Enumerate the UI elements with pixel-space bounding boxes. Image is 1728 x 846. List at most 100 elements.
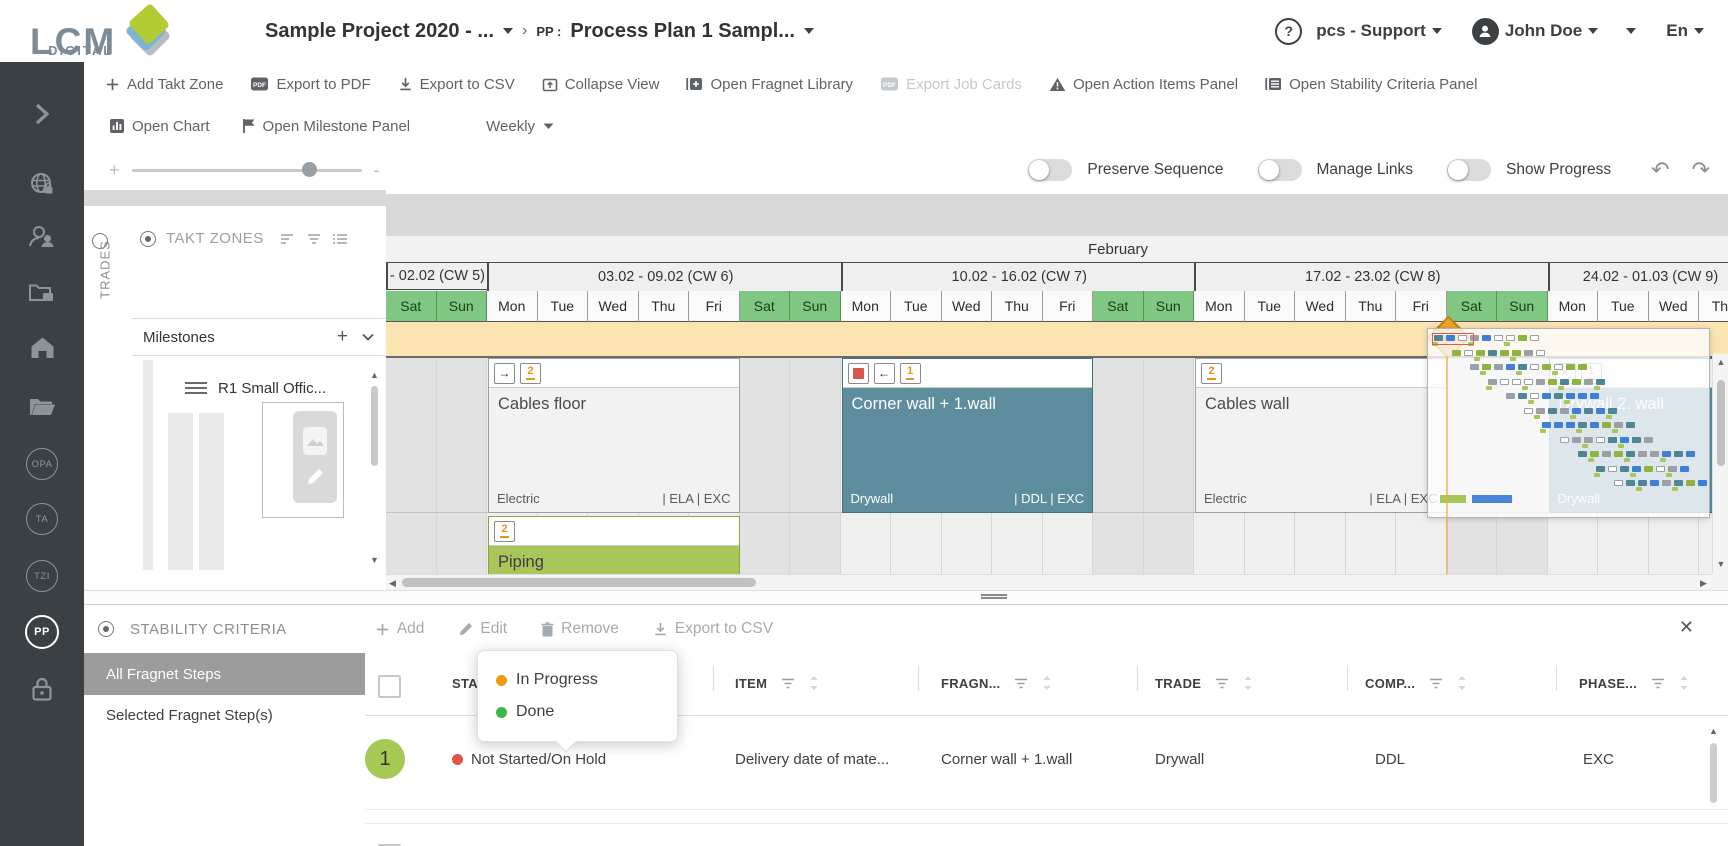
scroll-down-icon[interactable]: ▼ xyxy=(1716,559,1726,569)
sidebar-item-lock[interactable] xyxy=(0,676,84,702)
image-icon[interactable] xyxy=(302,426,328,456)
sidebar-item-global[interactable] xyxy=(0,170,84,198)
toolbar-button-open-milestone-panel[interactable]: Open Milestone Panel xyxy=(242,118,410,135)
scroll-right-icon[interactable]: ▶ xyxy=(1700,578,1707,588)
sort-icon[interactable] xyxy=(1243,675,1253,691)
zoom-out-button[interactable]: - xyxy=(373,159,380,180)
list-icon[interactable] xyxy=(332,233,348,245)
sidebar-item-projects[interactable] xyxy=(0,280,84,304)
sort-icon[interactable] xyxy=(1042,675,1052,691)
filter-icon[interactable] xyxy=(781,678,795,689)
select-all-checkbox[interactable] xyxy=(378,675,401,698)
toggle-preserve-sequence[interactable] xyxy=(1028,159,1073,181)
table-scroll-up-icon[interactable]: ▲ xyxy=(1709,726,1718,736)
toolbar-button-export-to-csv[interactable]: Export to CSV xyxy=(398,76,515,93)
takt-zones-radio[interactable] xyxy=(140,230,156,247)
column-header-item[interactable]: ITEM xyxy=(735,675,819,691)
table-row[interactable]: 1 Not Started/On Hold Delivery date of mat… xyxy=(365,715,1728,810)
sidebar-item-ta[interactable]: TA xyxy=(0,503,84,535)
takt-card-cables-wall[interactable]: 2 Cables wall Electric | ELA | EXC xyxy=(1195,358,1447,513)
account-caret-icon[interactable] xyxy=(1626,28,1637,34)
takt-card-cables-floor[interactable]: → 2 Cables floor Electric | ELA | EXC xyxy=(488,358,740,513)
toolbar-button-open-fragnet-library[interactable]: Open Fragnet Library xyxy=(686,76,853,93)
zoom-in-button[interactable]: + xyxy=(109,159,120,180)
panel-scroll-down-icon[interactable]: ▼ xyxy=(370,555,379,565)
toolbar-button-open-action-items-panel[interactable]: Open Action Items Panel xyxy=(1049,76,1238,93)
horizontal-scrollbar[interactable]: ◀ ▶ xyxy=(386,574,1728,590)
column-header-trade[interactable]: TRADE xyxy=(1155,675,1253,691)
stability-radio[interactable] xyxy=(98,621,114,637)
plan-caret-icon[interactable] xyxy=(803,28,814,34)
dropdown-item-done[interactable]: Done xyxy=(496,696,677,728)
close-panel-button[interactable]: ✕ xyxy=(1678,617,1694,637)
filter-icon[interactable] xyxy=(1429,678,1443,689)
count-badge[interactable]: 2 xyxy=(1201,362,1222,384)
zone-drag-handle[interactable] xyxy=(184,381,208,395)
stability-action-edit[interactable]: Edit xyxy=(458,620,507,638)
toggle-manage-links[interactable] xyxy=(1257,159,1302,181)
sort-icon[interactable] xyxy=(809,675,819,691)
filter-icon[interactable] xyxy=(1014,678,1028,689)
brand-logo[interactable]: LCM DIGITAL xyxy=(30,2,173,60)
row-checkbox[interactable] xyxy=(378,844,401,846)
zone-image-card[interactable] xyxy=(262,402,344,518)
sidebar-item-tzi[interactable]: TZI xyxy=(0,560,84,592)
sort-lines-icon[interactable] xyxy=(280,233,296,245)
count-badge[interactable]: 2 xyxy=(494,520,515,542)
table-scrollbar-thumb[interactable] xyxy=(1710,743,1717,803)
count-badge[interactable]: 2 xyxy=(520,362,541,384)
add-milestone-button[interactable]: + xyxy=(336,326,348,347)
toolbar-button-export-to-pdf[interactable]: PDF Export to PDF xyxy=(250,76,371,93)
stability-action-remove[interactable]: Remove xyxy=(541,620,619,638)
fragnet-list-item-selected-fragnet-step-s-[interactable]: Selected Fragnet Step(s) xyxy=(84,695,365,735)
stability-action-add[interactable]: Add xyxy=(375,620,424,638)
edit-pencil-icon[interactable] xyxy=(304,466,326,488)
arrow-left-badge[interactable]: ← xyxy=(873,362,895,384)
arrow-right-badge[interactable]: → xyxy=(494,362,515,384)
sort-icon[interactable] xyxy=(1457,675,1467,691)
filter-icon[interactable] xyxy=(1651,678,1665,689)
vertical-scrollbar[interactable]: ▲ ▼ xyxy=(1712,354,1728,574)
undo-button[interactable]: ↶ xyxy=(1651,157,1670,182)
plan-title[interactable]: Process Plan 1 Sampl... xyxy=(570,19,795,42)
toggle-show-progress[interactable] xyxy=(1447,159,1492,181)
sidebar-item-files[interactable] xyxy=(0,395,84,418)
language-menu[interactable]: En xyxy=(1666,21,1704,41)
project-caret-icon[interactable] xyxy=(503,28,513,34)
toolbar-button-open-chart[interactable]: Open Chart xyxy=(109,118,210,135)
scroll-left-icon[interactable]: ◀ xyxy=(389,578,396,588)
sidebar-item-pp[interactable]: PP xyxy=(0,615,84,649)
toolbar-button-collapse-view[interactable]: Collapse View xyxy=(542,76,659,93)
red-badge[interactable] xyxy=(847,362,869,384)
column-header-phase-[interactable]: PHASE... xyxy=(1579,675,1689,691)
count-badge[interactable]: 1 xyxy=(899,362,921,384)
zone-name[interactable]: R1 Small Offic... xyxy=(218,380,327,397)
milestones-row[interactable]: Milestones + xyxy=(132,318,386,356)
project-title[interactable]: Sample Project 2020 - ... xyxy=(265,19,494,42)
dropdown-item-in-progress[interactable]: In Progress xyxy=(496,664,677,696)
help-button[interactable]: ? xyxy=(1275,17,1303,45)
takt-card-corner-wall-1-wall[interactable]: ← 1 Corner wall + 1.wall Drywall | DDL | EXC xyxy=(841,358,1093,513)
fragnet-list-item-all-fragnet-steps[interactable]: All Fragnet Steps xyxy=(84,653,365,695)
filter-icon[interactable] xyxy=(1215,678,1229,689)
sidebar-item-home[interactable] xyxy=(0,335,84,360)
stability-action-export-to-csv[interactable]: Export to CSV xyxy=(653,620,773,638)
sidebar-item-users[interactable] xyxy=(0,224,84,250)
panel-scroll-up-icon[interactable]: ▲ xyxy=(370,370,379,380)
horizontal-scrollbar-thumb[interactable] xyxy=(402,578,756,587)
sort-icon[interactable] xyxy=(1679,675,1689,691)
toolbar-button-add-takt-zone[interactable]: Add Takt Zone xyxy=(105,76,223,93)
zoom-mode-select[interactable]: Weekly xyxy=(486,118,554,135)
support-menu[interactable]: pcs - Support xyxy=(1316,21,1442,41)
zoom-slider[interactable] xyxy=(131,162,362,177)
vertical-scrollbar-thumb[interactable] xyxy=(1716,380,1725,466)
user-menu[interactable]: John Doe xyxy=(1471,17,1599,45)
panel-scrollbar-thumb[interactable] xyxy=(371,386,378,466)
zoom-slider-thumb[interactable] xyxy=(301,162,317,177)
sidebar-item-expand[interactable] xyxy=(0,100,84,128)
collapse-milestones-icon[interactable] xyxy=(362,333,374,341)
redo-button[interactable]: ↷ xyxy=(1691,157,1710,182)
minimap-overlay[interactable] xyxy=(1427,328,1710,518)
trades-radio[interactable] xyxy=(92,233,108,249)
